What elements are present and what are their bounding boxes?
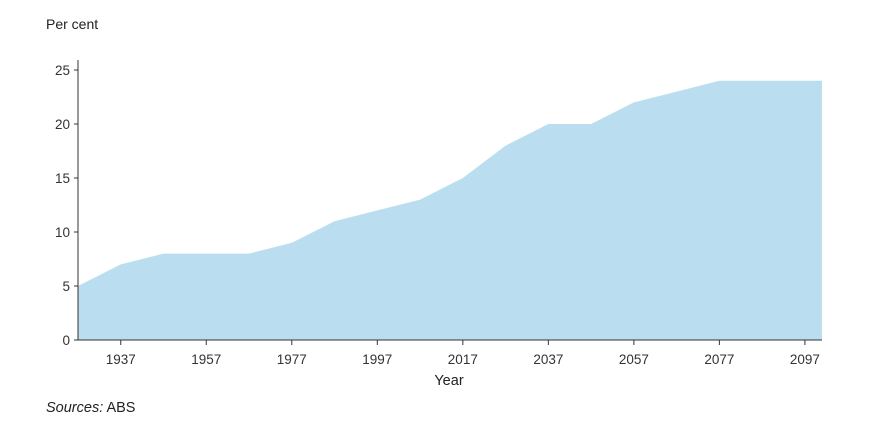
x-tick-label: 1957	[191, 352, 221, 367]
y-tick-label: 25	[55, 63, 70, 78]
y-axis-title: Per cent	[46, 16, 98, 32]
y-tick-label: 5	[62, 279, 70, 294]
y-tick-label: 10	[55, 225, 70, 240]
x-axis-title: Year	[434, 373, 463, 389]
x-tick-label: 2097	[790, 352, 820, 367]
x-tick-label: 2077	[704, 352, 734, 367]
area-series	[78, 80, 822, 341]
y-tick-label: 0	[62, 333, 70, 348]
y-tick-label: 15	[55, 171, 70, 186]
y-axis: 0 5 10 15 20 25	[55, 60, 79, 348]
plot-area	[78, 80, 822, 341]
x-tick-label: 2037	[533, 352, 563, 367]
y-tick-label: 20	[55, 117, 70, 132]
x-tick-label: 1937	[106, 352, 136, 367]
source-label: Sources:	[46, 400, 104, 416]
x-tick-label: 1977	[277, 352, 307, 367]
source-text: ABS	[106, 400, 136, 416]
source-note: Sources: ABS	[46, 400, 135, 416]
x-tick-label: 2057	[619, 352, 649, 367]
x-axis: 1937 1957 1977 1997 2017 2037 2057 2077 2097	[78, 339, 822, 367]
x-tick-label: 1997	[362, 352, 392, 367]
x-tick-label: 2017	[448, 352, 478, 367]
